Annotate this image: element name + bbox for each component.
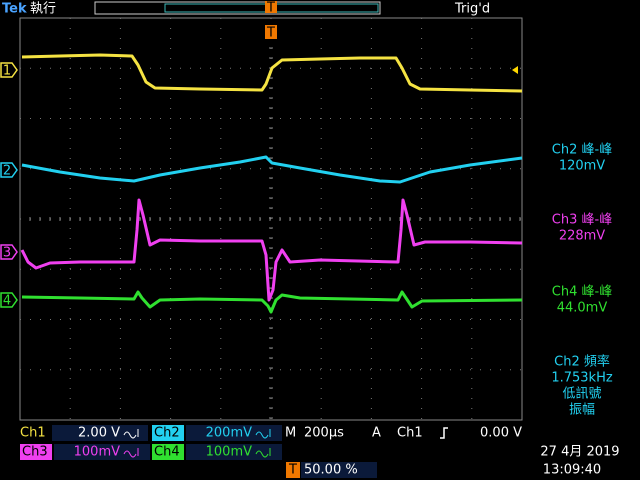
trigger-level: 0.00 V [480,426,522,441]
trigger-position-marker: T [288,463,297,478]
bandwidth-icon [123,429,139,439]
record-bar [94,1,381,15]
trigger-source: Ch1 [397,426,423,441]
ch3-waveform [20,198,523,302]
measurement-label: Ch4 峰-峰 [552,285,612,300]
channel-marker-label: 4 [3,294,11,309]
measurement-warning: 低訊號 [562,387,601,402]
bandwidth-icon [123,448,139,458]
timebase-value: 200µs [304,426,344,441]
run-mode: 執行 [30,1,56,17]
measurement-warning: 振幅 [569,403,595,418]
trigger-position-box [301,462,377,478]
measurement-value: 1.753kHz [551,371,613,386]
trigger-position-tag [286,462,300,478]
channel-marker-label: 2 [3,164,11,179]
channel-name: Ch4 [154,445,180,460]
scale-box [186,444,282,460]
trigger-level-arrow [512,66,518,74]
timebase-label: M [285,426,296,441]
time: 13:09:40 [543,463,601,478]
trigger-marker-text: T [266,1,275,16]
scale-box [54,444,150,460]
trigger-position-value: 50.00 % [304,463,358,478]
measurement-label: Ch2 頻率 [554,354,610,370]
trigger-status: Trig'd [454,2,490,17]
measurement-value: 228mV [559,229,605,244]
trigger-mode: A [372,426,381,441]
date: 27 4月 2019 [540,445,619,460]
measurement-value: 44.0mV [557,301,608,316]
channel-marker-shape [0,162,18,178]
channel-tag [20,444,52,460]
brand: Tek [2,2,27,17]
channel-markers: 1 2 3 4 [0,62,18,309]
ch1-waveform [21,53,523,93]
channel-scale: 2.00 V [78,426,120,441]
channel-scale: 200mV [206,426,252,441]
scale-box [186,425,282,441]
edge-icon [440,427,448,439]
channel-scale: 100mV [206,445,252,460]
measurement-value: 120mV [559,159,605,174]
measurement-label: Ch2 峰-峰 [552,143,612,158]
channel-name: Ch2 [154,426,180,441]
scale-box [52,425,148,441]
trigger-marker [265,25,277,39]
channel-marker-shape [0,62,18,78]
channel-marker-label: 1 [3,64,11,79]
channel-name: Ch3 [22,445,48,460]
ch2-waveform [21,155,523,184]
channel-marker-shape [0,292,18,308]
bandwidth-icon [255,429,271,439]
channel-marker-shape [0,244,18,260]
ch4-waveform [21,290,523,314]
bandwidth-icon [255,448,271,458]
channel-tag [152,444,184,460]
channel-scale: 100mV [74,445,120,460]
trigger-position-marker [265,1,277,13]
status-bar: Ch1 2.00 V Ch2 200mV Ch3 100mV Ch4 100mV M 200µs A… [20,425,620,478]
measurement-label: Ch3 峰-峰 [552,213,612,228]
trigger-marker-text: T [266,26,275,41]
channel-name: Ch1 [20,426,46,441]
channel-tag [152,425,184,441]
channel-marker-label: 3 [3,246,11,261]
